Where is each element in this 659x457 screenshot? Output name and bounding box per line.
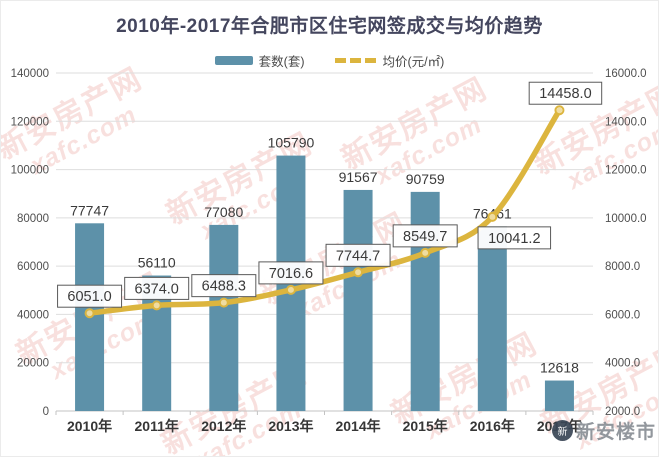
x-axis-label-2013年: 2013年 — [268, 418, 313, 434]
y-axis-left-tick-label: 100000 — [11, 165, 49, 177]
y-axis-right-tick-label: 16000.0 — [605, 68, 647, 80]
bar-value-label: 91567 — [339, 169, 378, 185]
line-marker-2011年 — [151, 300, 162, 311]
line-label-box — [258, 261, 324, 285]
line-value-label: 6051.0 — [67, 289, 111, 305]
line-label-box — [191, 274, 257, 298]
y-axis-right-tick-label: 6000.0 — [605, 309, 640, 321]
x-axis-label-2010年: 2010年 — [67, 418, 112, 434]
legend-item-line: 均价(元/㎡) — [334, 51, 445, 70]
line-series-label: 均价(元/㎡) — [382, 55, 445, 69]
x-axis-label-2012年: 2012年 — [201, 418, 246, 434]
x-axis-label-2016年: 2016年 — [470, 418, 515, 434]
bar-series-swatch — [214, 56, 253, 65]
line-value-label: 10041.2 — [488, 231, 540, 247]
legend-item-bars: 套数(套) — [214, 51, 305, 70]
y-axis-left-tick-label: 20000 — [17, 358, 49, 370]
y-axis-right-tick-label: 12000.0 — [605, 165, 647, 177]
bar-value-label: 105790 — [268, 135, 315, 151]
line-marker-2013年 — [285, 284, 296, 295]
bar-2014年 — [343, 189, 373, 411]
line-marker-2012年 — [218, 297, 229, 308]
line-marker-2016年 — [487, 211, 498, 222]
y-axis-left-tick-label: 0 — [43, 406, 49, 418]
brand-badge: 新 新安楼市 — [552, 417, 656, 444]
line-label-box — [528, 81, 603, 105]
line-marker-2010年 — [84, 308, 95, 319]
bar-value-label: 56110 — [138, 255, 176, 271]
line-marker-2017年 — [554, 105, 565, 116]
line-label-box — [325, 243, 391, 267]
chart-legend: 套数(套) 均价(元/㎡) — [1, 51, 658, 70]
x-axis-label-2014年: 2014年 — [335, 418, 380, 434]
y-axis-left-tick-label: 80000 — [17, 213, 49, 225]
chart-title: 2010年-2017年合肥市区住宅网签成交与均价趋势 — [116, 16, 543, 37]
line-value-label: 6488.3 — [202, 279, 246, 295]
x-axis-label-2011年: 2011年 — [135, 418, 179, 434]
line-value-label: 7016.6 — [269, 266, 313, 282]
bar-2016年 — [477, 226, 507, 411]
line-marker-2015年 — [420, 247, 431, 258]
line-value-label: 14458.0 — [539, 86, 591, 102]
line-marker-2014年 — [353, 267, 364, 278]
line-label-box — [124, 276, 190, 300]
y-axis-right-tick-label: 14000.0 — [605, 116, 647, 128]
line-value-label: 6374.0 — [135, 281, 179, 297]
line-value-label: 7744.7 — [336, 248, 380, 264]
bar-2012年 — [209, 224, 239, 411]
line-series-swatch — [334, 58, 377, 63]
bar-value-label: 90759 — [406, 171, 445, 187]
y-axis-right-tick-label: 10000.0 — [605, 213, 647, 225]
line-label-box — [477, 226, 552, 250]
x-axis-label-2015年: 2015年 — [403, 418, 448, 434]
y-axis-left-tick-label: 140000 — [11, 68, 49, 80]
line-label-box — [392, 224, 458, 248]
y-axis-left-tick-label: 60000 — [17, 261, 49, 273]
bar-value-label: 77080 — [204, 204, 243, 220]
brand-badge-text: 新安楼市 — [576, 422, 657, 443]
y-axis-left-tick-label: 40000 — [17, 309, 49, 321]
y-axis-right-tick-label: 2000.0 — [605, 406, 640, 418]
y-axis-right-tick-label: 4000.0 — [605, 358, 640, 370]
bar-series-label: 套数(套) — [258, 55, 305, 69]
bar-2017年 — [544, 380, 574, 411]
line-value-label: 8549.7 — [403, 229, 447, 245]
line-label-box — [57, 284, 123, 308]
y-axis-right-tick-label: 8000.0 — [605, 261, 640, 273]
bar-value-label: 12618 — [540, 360, 579, 376]
y-axis-left-tick-label: 120000 — [11, 116, 49, 128]
brand-logo-icon: 新 — [552, 420, 573, 441]
bar-value-label: 77747 — [70, 202, 109, 218]
